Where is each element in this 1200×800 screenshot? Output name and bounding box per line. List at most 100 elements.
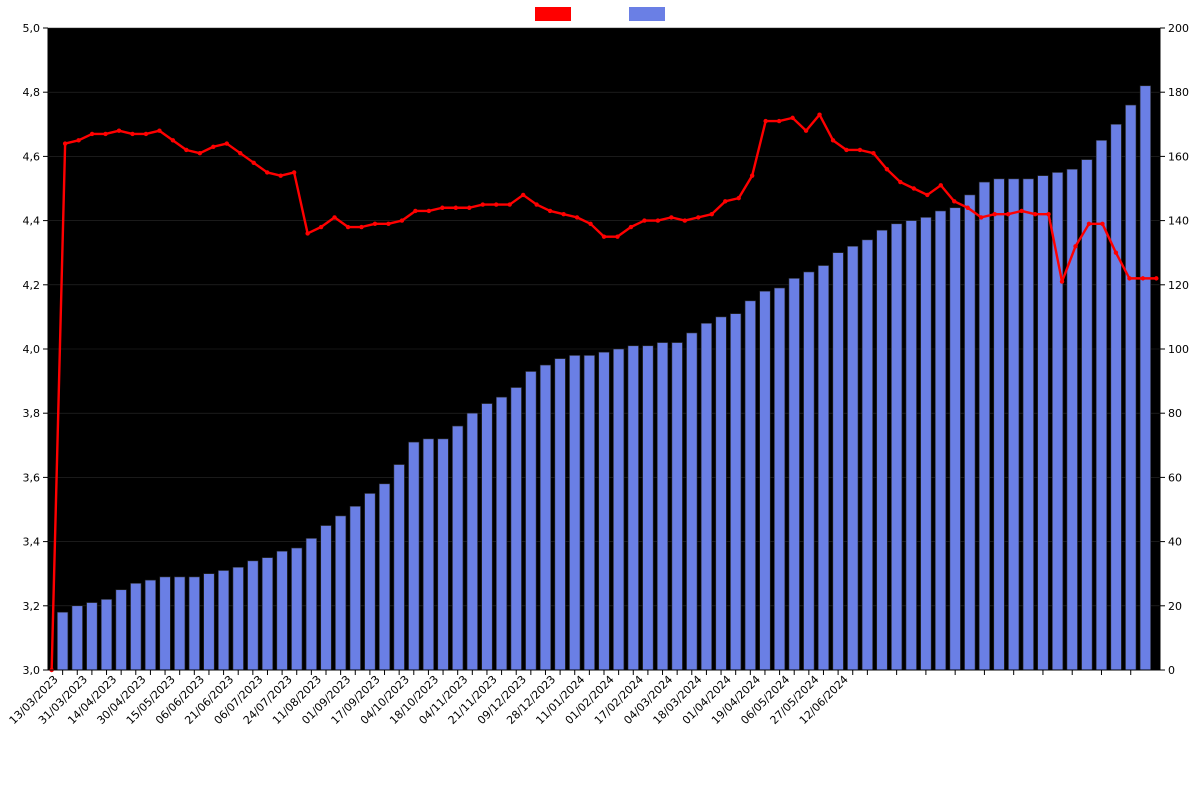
ytick-left-label: 5,0 bbox=[23, 22, 41, 35]
bar bbox=[584, 355, 595, 670]
bar bbox=[891, 224, 902, 670]
ytick-left-label: 3,4 bbox=[23, 536, 41, 549]
line-marker bbox=[885, 167, 889, 171]
line-marker bbox=[669, 215, 673, 219]
bar bbox=[365, 493, 376, 670]
line-marker bbox=[157, 129, 161, 133]
line-marker bbox=[952, 199, 956, 203]
line-marker bbox=[629, 225, 633, 229]
ytick-right-label: 20 bbox=[1168, 600, 1182, 613]
bar bbox=[131, 583, 142, 670]
line-marker bbox=[602, 234, 606, 238]
ytick-right-label: 100 bbox=[1168, 343, 1189, 356]
line-marker bbox=[427, 209, 431, 213]
bar bbox=[774, 288, 785, 670]
line-marker bbox=[1060, 279, 1064, 283]
line-marker bbox=[144, 132, 148, 136]
ytick-left-label: 3,0 bbox=[23, 664, 41, 677]
line-marker bbox=[440, 206, 444, 210]
bar bbox=[701, 323, 712, 670]
line-marker bbox=[467, 206, 471, 210]
ytick-left-label: 4,0 bbox=[23, 343, 41, 356]
bar bbox=[482, 404, 493, 670]
line-marker bbox=[198, 151, 202, 155]
line-marker bbox=[211, 145, 215, 149]
line-marker bbox=[225, 141, 229, 145]
bar bbox=[116, 590, 127, 670]
line-marker bbox=[710, 212, 714, 216]
line-marker bbox=[1019, 209, 1023, 213]
line-marker bbox=[737, 196, 741, 200]
bar bbox=[335, 516, 346, 670]
line-marker bbox=[292, 170, 296, 174]
line-marker bbox=[898, 180, 902, 184]
line-marker bbox=[615, 234, 619, 238]
line-marker bbox=[278, 173, 282, 177]
bar bbox=[321, 526, 332, 670]
bar bbox=[730, 314, 741, 670]
bar bbox=[101, 599, 112, 670]
bar bbox=[496, 397, 507, 670]
ytick-right-label: 180 bbox=[1168, 86, 1189, 99]
ytick-left-label: 4,4 bbox=[23, 215, 41, 228]
line-marker bbox=[103, 132, 107, 136]
bar bbox=[1111, 124, 1122, 670]
line-marker bbox=[63, 141, 67, 145]
bar bbox=[1082, 160, 1093, 670]
line-marker bbox=[1127, 276, 1131, 280]
line-marker bbox=[1087, 222, 1091, 226]
bar bbox=[277, 551, 288, 670]
line-marker bbox=[171, 138, 175, 142]
bar bbox=[306, 538, 317, 670]
bar bbox=[72, 606, 83, 670]
bar bbox=[1096, 140, 1107, 670]
line-marker bbox=[1114, 251, 1118, 255]
bar bbox=[672, 343, 683, 670]
line-marker bbox=[184, 148, 188, 152]
line-marker bbox=[683, 218, 687, 222]
bar bbox=[145, 580, 156, 670]
bar bbox=[526, 371, 537, 670]
line-marker bbox=[130, 132, 134, 136]
ytick-right-label: 140 bbox=[1168, 215, 1189, 228]
bar bbox=[511, 388, 522, 670]
line-marker bbox=[265, 170, 269, 174]
line-marker bbox=[1033, 212, 1037, 216]
bar bbox=[789, 278, 800, 670]
bar bbox=[555, 359, 566, 670]
line-marker bbox=[548, 209, 552, 213]
bar bbox=[350, 506, 361, 670]
bar bbox=[628, 346, 639, 670]
bar bbox=[935, 211, 946, 670]
line-marker bbox=[1073, 244, 1077, 248]
bar bbox=[1038, 176, 1049, 670]
bar bbox=[467, 413, 478, 670]
bar bbox=[847, 246, 858, 670]
line-marker bbox=[521, 193, 525, 197]
line-marker bbox=[723, 199, 727, 203]
line-marker bbox=[238, 151, 242, 155]
bar bbox=[643, 346, 654, 670]
line-marker bbox=[117, 129, 121, 133]
bar bbox=[291, 548, 302, 670]
bar bbox=[233, 567, 244, 670]
line-marker bbox=[588, 222, 592, 226]
line-marker bbox=[844, 148, 848, 152]
bar bbox=[218, 570, 229, 670]
ytick-right-label: 0 bbox=[1168, 664, 1175, 677]
bar bbox=[818, 266, 829, 670]
line-marker bbox=[696, 215, 700, 219]
ytick-left-label: 4,2 bbox=[23, 279, 41, 292]
bar bbox=[599, 352, 610, 670]
bar bbox=[174, 577, 185, 670]
ytick-right-label: 160 bbox=[1168, 150, 1189, 163]
line-marker bbox=[413, 209, 417, 213]
bar bbox=[1140, 86, 1151, 670]
line-marker bbox=[831, 138, 835, 142]
ytick-right-label: 200 bbox=[1168, 22, 1189, 35]
bar bbox=[57, 612, 68, 670]
line-marker bbox=[966, 206, 970, 210]
ytick-right-label: 80 bbox=[1168, 407, 1182, 420]
line-marker bbox=[332, 215, 336, 219]
line-marker bbox=[763, 119, 767, 123]
